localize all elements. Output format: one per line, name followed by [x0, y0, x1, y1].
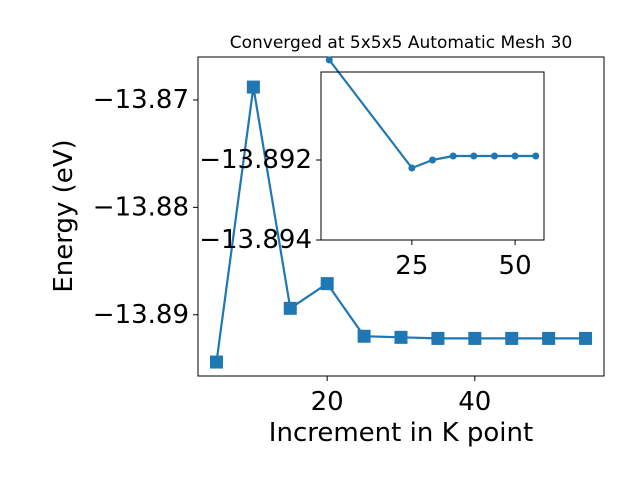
inset-data-point — [325, 56, 333, 64]
main-data-point — [505, 331, 519, 345]
main-series — [209, 80, 593, 369]
inset-plot: 25 50 −13.894 −13.892 — [199, 56, 545, 281]
main-plot: 20 40 −13.87 −13.88 −13.89 Converged at 5x5x… — [49, 33, 605, 448]
main-y-tick-label: −13.89 — [93, 300, 189, 330]
main-data-point — [542, 331, 556, 345]
inset-data-point — [532, 152, 540, 160]
main-y-tick-label: −13.87 — [93, 85, 189, 115]
inset-data-point — [490, 152, 498, 160]
main-data-point — [283, 301, 297, 315]
main-data-point — [320, 277, 334, 291]
inset-data-point — [408, 164, 416, 172]
inset-x-tick-label: 50 — [499, 251, 532, 281]
main-axis-ticks: 20 40 −13.87 −13.88 −13.89 — [93, 85, 492, 417]
inset-y-tick-label: −13.892 — [199, 145, 312, 175]
main-data-point — [357, 329, 371, 343]
inset-data-point — [449, 152, 457, 160]
main-y-tick-label: −13.88 — [93, 192, 189, 222]
main-x-tick-label: 20 — [311, 387, 344, 417]
main-plot-frame — [197, 56, 605, 377]
inset-data-point — [470, 152, 478, 160]
main-data-point — [209, 355, 223, 369]
x-axis-label: Increment in K point — [269, 418, 533, 448]
y-axis-label: Energy (eV) — [49, 139, 79, 292]
inset-series — [325, 56, 540, 172]
main-x-tick-label: 40 — [458, 387, 491, 417]
main-data-point — [394, 330, 408, 344]
main-data-point — [431, 331, 445, 345]
inset-data-point — [429, 156, 436, 164]
inset-x-tick-label: 25 — [395, 251, 428, 281]
inset-plot-frame — [320, 71, 545, 241]
main-data-point — [246, 80, 260, 94]
inset-axis-ticks: 25 50 −13.894 −13.892 — [199, 145, 531, 281]
chart-title: Converged at 5x5x5 Automatic Mesh 30 — [230, 33, 573, 53]
inset-data-point — [511, 152, 519, 160]
inset-y-tick-label: −13.894 — [199, 225, 312, 255]
main-data-point — [468, 331, 482, 345]
main-data-point — [579, 331, 593, 345]
